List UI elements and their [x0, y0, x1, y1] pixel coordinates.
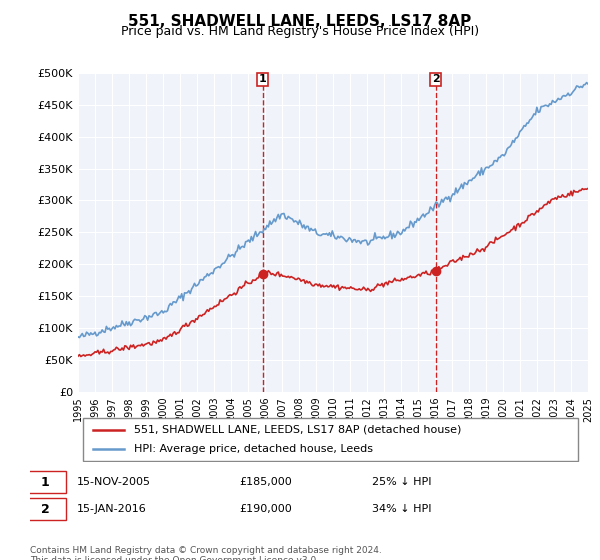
- Text: 34% ↓ HPI: 34% ↓ HPI: [372, 504, 432, 514]
- Text: 1: 1: [41, 475, 49, 489]
- Text: Contains HM Land Registry data © Crown copyright and database right 2024.
This d: Contains HM Land Registry data © Crown c…: [30, 546, 382, 560]
- Text: 15-JAN-2016: 15-JAN-2016: [77, 504, 146, 514]
- Text: 2: 2: [41, 502, 49, 516]
- Text: 1: 1: [259, 74, 266, 84]
- FancyBboxPatch shape: [25, 471, 66, 493]
- Text: Price paid vs. HM Land Registry's House Price Index (HPI): Price paid vs. HM Land Registry's House …: [121, 25, 479, 38]
- Text: 25% ↓ HPI: 25% ↓ HPI: [372, 477, 432, 487]
- Text: HPI: Average price, detached house, Leeds: HPI: Average price, detached house, Leed…: [134, 445, 373, 455]
- Text: 2: 2: [432, 74, 440, 84]
- Text: 551, SHADWELL LANE, LEEDS, LS17 8AP (detached house): 551, SHADWELL LANE, LEEDS, LS17 8AP (det…: [134, 424, 461, 435]
- Text: £185,000: £185,000: [240, 477, 293, 487]
- FancyBboxPatch shape: [25, 498, 66, 520]
- Text: 15-NOV-2005: 15-NOV-2005: [77, 477, 151, 487]
- Text: 551, SHADWELL LANE, LEEDS, LS17 8AP: 551, SHADWELL LANE, LEEDS, LS17 8AP: [128, 14, 472, 29]
- FancyBboxPatch shape: [83, 418, 578, 461]
- Text: £190,000: £190,000: [240, 504, 293, 514]
